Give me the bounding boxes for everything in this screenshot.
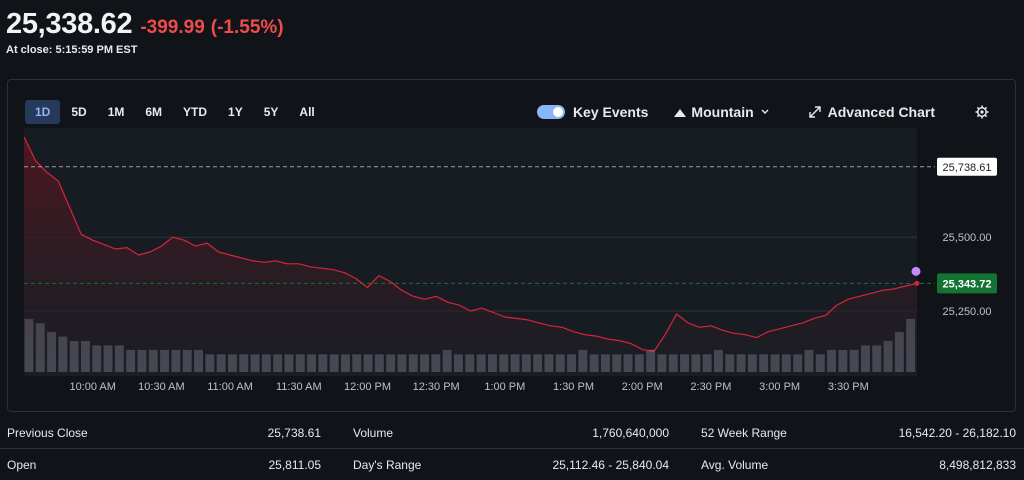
current-price-dot [914, 280, 920, 286]
price-chart-svg[interactable]: 25,738.61 25,343.72 25,500.00 25,250.00 10:0… [24, 128, 999, 398]
y-axis-label: 25,500.00 [943, 232, 992, 244]
range-1y-button[interactable]: 1Y [228, 105, 243, 119]
price-row: 25,338.62 -399.99 (-1.55%) [6, 8, 284, 41]
range-selector: 1D 5D 1M 6M YTD 1Y 5Y All [25, 100, 326, 124]
x-axis-tick-label: 11:30 AM [276, 381, 322, 393]
stat-label-volume: Volume [353, 426, 394, 440]
x-axis-tick-label: 1:00 PM [484, 381, 525, 393]
price-line [24, 136, 918, 353]
x-axis-tick-label: 2:30 PM [690, 381, 731, 393]
stat-value-previous-close: 25,738.61 [267, 426, 321, 440]
chart-type-dropdown[interactable]: Mountain [674, 104, 769, 120]
advanced-chart-label: Advanced Chart [827, 104, 935, 120]
current-price: 25,338.62 [6, 8, 133, 40]
stats-divider [0, 448, 1024, 449]
stat-label-avg-volume: Avg. Volume [701, 458, 769, 472]
chart-type-label: Mountain [691, 104, 754, 120]
stat-value-52-week-range: 16,542.20 - 26,182.10 [898, 426, 1016, 440]
stat-label-previous-close: Previous Close [7, 426, 88, 440]
stat-value-volume: 1,760,640,000 [592, 426, 669, 440]
stat-value-avg-volume: 8,498,812,833 [939, 458, 1016, 472]
price-area [24, 136, 917, 376]
key-events-label: Key Events [572, 104, 649, 120]
range-5d-button[interactable]: 5D [71, 105, 87, 119]
y-axis-label: 25,250.00 [943, 306, 992, 318]
expand-icon [808, 106, 821, 118]
price-change-percent: (-1.55%) [210, 17, 284, 38]
x-axis-tick-label: 11:00 AM [207, 381, 253, 393]
settings-button[interactable] [975, 105, 989, 119]
x-axis-tick-label: 2:00 PM [622, 381, 663, 393]
mountain-icon [674, 109, 687, 117]
key-events-toggle[interactable]: Key Events [536, 104, 649, 120]
close-time: At close: 5:15:59 PM EST [6, 44, 138, 56]
x-axis-tick-label: 10:00 AM [69, 381, 115, 393]
stat-label-open: Open [7, 458, 37, 472]
stat-label-days-range: Day's Range [353, 458, 422, 472]
x-axis-tick-label: 3:00 PM [759, 381, 800, 393]
range-all-button[interactable]: All [299, 105, 315, 119]
x-axis-tick-label: 3:30 PM [828, 381, 869, 393]
price-chart[interactable]: 25,738.61 25,343.72 25,500.00 25,250.00 10:0… [24, 128, 999, 398]
stat-value-open: 25,811.05 [268, 458, 322, 472]
toggle-switch-icon[interactable] [536, 105, 565, 119]
current-price-badge [937, 273, 997, 294]
x-axis-tick-label: 12:30 PM [413, 381, 460, 393]
range-1m-button[interactable]: 1M [107, 105, 125, 119]
x-axis-tick-label: 12:00 PM [344, 381, 391, 393]
chart-panel: 1D 5D 1M 6M YTD 1Y 5Y All Key Events Mou… [7, 79, 1016, 412]
key-event-dot [911, 266, 921, 276]
x-axis-tick-label: 1:30 PM [553, 381, 594, 393]
quote-header: 25,338.62 -399.99 (-1.55%) At close: 5:1… [6, 8, 284, 56]
chart-controls: Key Events Mountain Advanced Chart [536, 100, 1015, 124]
current-price-label: 25,343.72 [943, 278, 992, 290]
price-change: -399.99 [140, 17, 205, 38]
previous-close-label: 25,738.61 [943, 162, 992, 174]
advanced-chart-button[interactable]: Advanced Chart [808, 104, 935, 120]
range-6m-button[interactable]: 6M [145, 105, 163, 119]
chevron-down-icon [761, 109, 769, 114]
stat-value-days-range: 25,112.46 - 25,840.04 [552, 458, 669, 472]
previous-close-badge [937, 157, 997, 176]
gear-icon [975, 105, 989, 119]
stat-label-52-week-range: 52 Week Range [701, 426, 787, 440]
range-5y-button[interactable]: 5Y [263, 105, 279, 119]
range-1d-button[interactable]: 1D [25, 100, 61, 124]
range-ytd-button[interactable]: YTD [183, 105, 208, 119]
x-axis-tick-label: 10:30 AM [138, 381, 184, 393]
